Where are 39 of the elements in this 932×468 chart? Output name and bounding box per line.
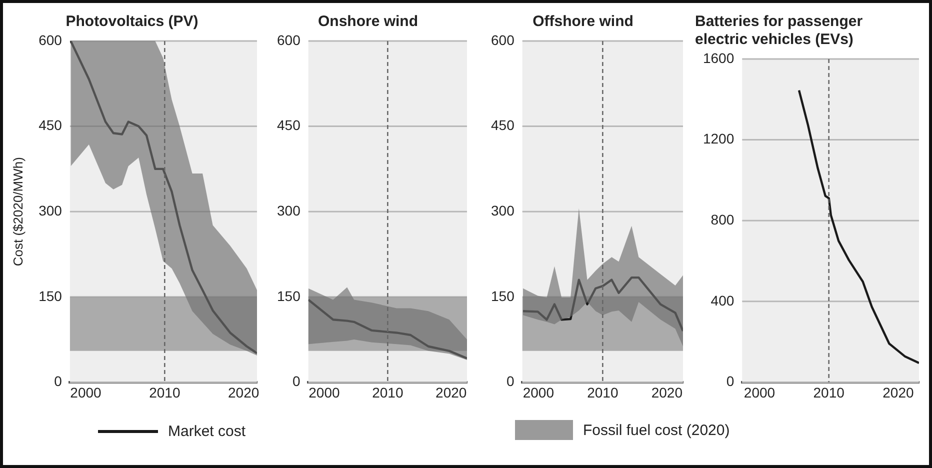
x-tick-label: 2000 bbox=[744, 384, 776, 400]
y-tick-label: 400 bbox=[710, 292, 734, 308]
y-tick-label: 150 bbox=[491, 288, 515, 304]
x-tick-label: 2000 bbox=[522, 384, 554, 400]
y-tick-label: 450 bbox=[277, 117, 301, 134]
y-tick-label: 0 bbox=[726, 373, 734, 390]
y-tick-label: 300 bbox=[38, 202, 62, 218]
x-tick-label: 2020 bbox=[228, 384, 260, 400]
x-tick-label: 2010 bbox=[587, 384, 618, 400]
y-tick-label: 450 bbox=[491, 117, 515, 134]
chart-title: Batteries for passenger electric vehicles (EVs) bbox=[695, 13, 863, 48]
x-tick-label: 2020 bbox=[882, 384, 914, 400]
chart-title: Onshore wind bbox=[318, 13, 418, 30]
y-tick-label: 0 bbox=[292, 373, 301, 390]
x-tick-label: 2000 bbox=[308, 384, 340, 400]
y-tick-label: 800 bbox=[710, 211, 734, 228]
y-tick-label: 0 bbox=[54, 373, 62, 390]
y-tick-label: 150 bbox=[277, 288, 301, 304]
y-tick-label: 600 bbox=[38, 32, 62, 48]
y-tick-label: 600 bbox=[277, 32, 301, 48]
chart-title: Photovoltaics (PV) bbox=[66, 13, 198, 30]
y-tick-label: 300 bbox=[491, 202, 515, 218]
y-tick-label: 1200 bbox=[702, 130, 734, 147]
y-tick-label: 1600 bbox=[702, 50, 734, 66]
y-tick-label: 150 bbox=[38, 288, 62, 304]
x-tick-label: 2020 bbox=[436, 384, 467, 400]
chart-title: Offshore wind bbox=[532, 13, 634, 30]
legend-label: Fossil fuel cost (2020) bbox=[583, 422, 730, 438]
x-tick-label: 2010 bbox=[372, 384, 404, 400]
legend-label: Market cost bbox=[168, 423, 246, 440]
y-tick-label: 300 bbox=[277, 202, 301, 218]
x-tick-label: 2010 bbox=[813, 384, 845, 400]
y-tick-label: 0 bbox=[506, 373, 515, 390]
x-tick-label: 2010 bbox=[149, 384, 180, 400]
x-tick-label: 2020 bbox=[651, 384, 683, 400]
y-tick-label: 600 bbox=[491, 32, 515, 48]
x-tick-label: 2000 bbox=[70, 384, 102, 400]
y-axis-title: Cost ($2020/MWh) bbox=[10, 157, 26, 266]
y-tick-label: 450 bbox=[38, 117, 62, 134]
